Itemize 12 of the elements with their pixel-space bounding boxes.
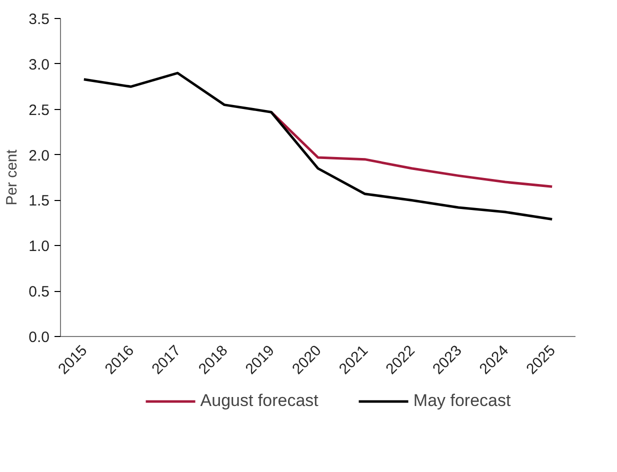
y-tick-label: 0.5	[28, 284, 50, 301]
y-tick-label: 1.0	[28, 238, 50, 256]
y-tick-label: 2.0	[28, 147, 50, 164]
y-tick-label: 3.5	[28, 11, 50, 28]
legend-label: May forecast	[413, 391, 511, 411]
legend-label: August forecast	[200, 391, 318, 411]
y-tick-label: 2.5	[28, 102, 50, 119]
y-axis-title: Per cent	[4, 148, 21, 206]
y-tick-label: 1.5	[28, 192, 50, 210]
line-series	[82, 72, 554, 221]
y-tick-label: 0.0	[28, 329, 50, 346]
y-tick-label: 3.0	[28, 56, 50, 74]
